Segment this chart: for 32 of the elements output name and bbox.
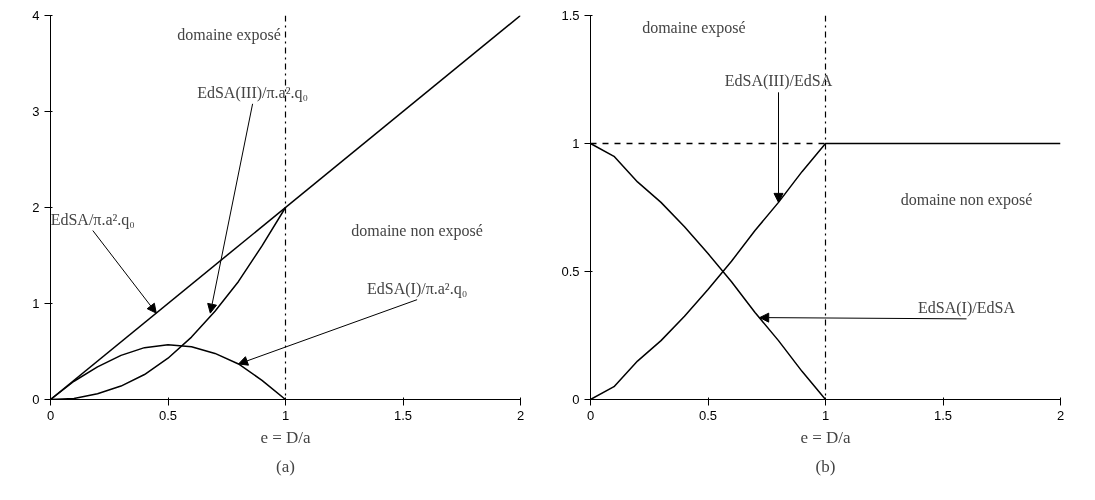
x-axis-title: e = D/a bbox=[260, 427, 312, 447]
annotation: EdSA(I)/π.a².q₀ bbox=[366, 279, 468, 298]
annotation: domaine non exposé bbox=[351, 222, 483, 241]
text: (a) bbox=[276, 456, 295, 476]
annotation: EdSA(I)/EdSA bbox=[918, 298, 1016, 317]
y-tick-label: 0 bbox=[572, 392, 580, 407]
annotation: EdSA(III)/π.a².q₀ bbox=[197, 83, 309, 102]
annotation: domaine exposé bbox=[642, 18, 746, 37]
y-tick-label: 1.5 bbox=[561, 8, 580, 23]
x-tick-label: 1.5 bbox=[933, 407, 953, 423]
y-tick-label: 4 bbox=[32, 8, 40, 23]
y-tick-label: 1 bbox=[32, 296, 40, 311]
text: (b) bbox=[815, 456, 836, 476]
x-tick-label: 1.5 bbox=[393, 407, 413, 423]
annotation: domaine exposé bbox=[177, 26, 281, 45]
annotation: EdSA/π.a².q₀ bbox=[50, 210, 135, 229]
y-tick-label: 1 bbox=[572, 136, 580, 151]
annotation: domaine non exposé bbox=[900, 191, 1033, 210]
x-tick-label: 1 bbox=[821, 407, 830, 423]
x-tick-label: 0.5 bbox=[698, 407, 718, 423]
x-tick-label: 0 bbox=[46, 407, 55, 423]
x-tick-label: 2 bbox=[1056, 407, 1065, 423]
y-tick-label: 0.5 bbox=[561, 264, 580, 279]
x-tick-label: 2 bbox=[516, 407, 525, 423]
x-tick-label: 0 bbox=[586, 407, 595, 423]
x-tick-label: 0.5 bbox=[158, 407, 178, 423]
y-tick-label: 0 bbox=[32, 392, 40, 407]
x-tick-label: 1 bbox=[281, 407, 290, 423]
annotation: EdSA(III)/EdSA bbox=[724, 72, 833, 91]
y-tick-label: 2 bbox=[32, 200, 40, 215]
y-tick-label: 3 bbox=[32, 104, 40, 119]
x-axis-title: e = D/a bbox=[800, 427, 852, 447]
